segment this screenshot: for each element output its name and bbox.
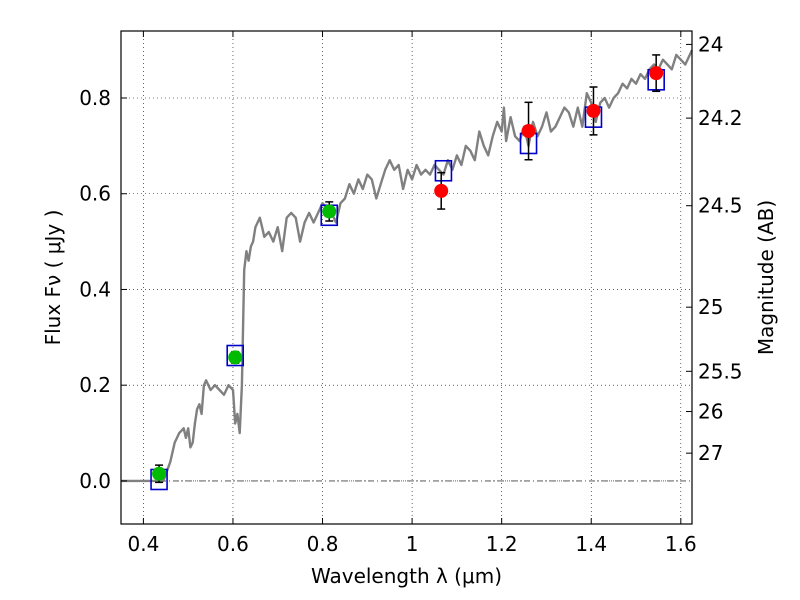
x-tick-label: 1.6 bbox=[665, 532, 697, 556]
plot-background bbox=[121, 31, 692, 524]
y-tick-label: 0.4 bbox=[79, 277, 111, 301]
y-tick-label: 0.0 bbox=[79, 469, 111, 493]
model-square-marker bbox=[434, 159, 453, 182]
x-tick-label: 0.4 bbox=[127, 532, 159, 556]
right-tick-label: 24.2 bbox=[698, 106, 743, 130]
photometry-point bbox=[586, 103, 601, 118]
axis-ticks: 0.4 0.6 0.8 1 1.2 1.4 1.6 0.0 0.2 0.4 0.6 0.8 24 24.2… bbox=[79, 31, 743, 556]
x-axis-label: Wavelength λ (μm) bbox=[311, 564, 502, 588]
y-axis-label: Flux Fν ( μJy ) bbox=[41, 210, 65, 346]
photometry-point bbox=[521, 124, 536, 139]
y-tick-label: 0.6 bbox=[79, 182, 111, 206]
photometry-point bbox=[228, 350, 243, 365]
right-tick-label: 27 bbox=[698, 441, 723, 465]
x-tick-label: 0.6 bbox=[217, 532, 249, 556]
photometry-point bbox=[434, 183, 449, 198]
y-tick-label: 0.8 bbox=[79, 86, 111, 110]
right-tick-label: 24.5 bbox=[698, 194, 743, 218]
right-tick-label: 25 bbox=[698, 295, 723, 319]
x-tick-label: 1.2 bbox=[486, 532, 518, 556]
right-tick-label: 26 bbox=[698, 400, 723, 424]
photometry-point bbox=[649, 66, 664, 81]
right-tick-label: 24 bbox=[698, 32, 723, 56]
x-tick-label: 1 bbox=[406, 532, 419, 556]
photometry-point bbox=[322, 204, 337, 219]
x-tick-label: 0.8 bbox=[307, 532, 339, 556]
right-axis-label: Magnitude (AB) bbox=[754, 200, 778, 355]
model-square-marker bbox=[226, 344, 244, 367]
y-tick-label: 0.2 bbox=[79, 373, 111, 397]
plot-frame bbox=[120, 30, 693, 525]
data-series bbox=[121, 49, 694, 491]
x-tick-label: 1.4 bbox=[575, 532, 607, 556]
photometry-point bbox=[152, 466, 167, 481]
right-tick-label: 25.5 bbox=[698, 359, 743, 383]
